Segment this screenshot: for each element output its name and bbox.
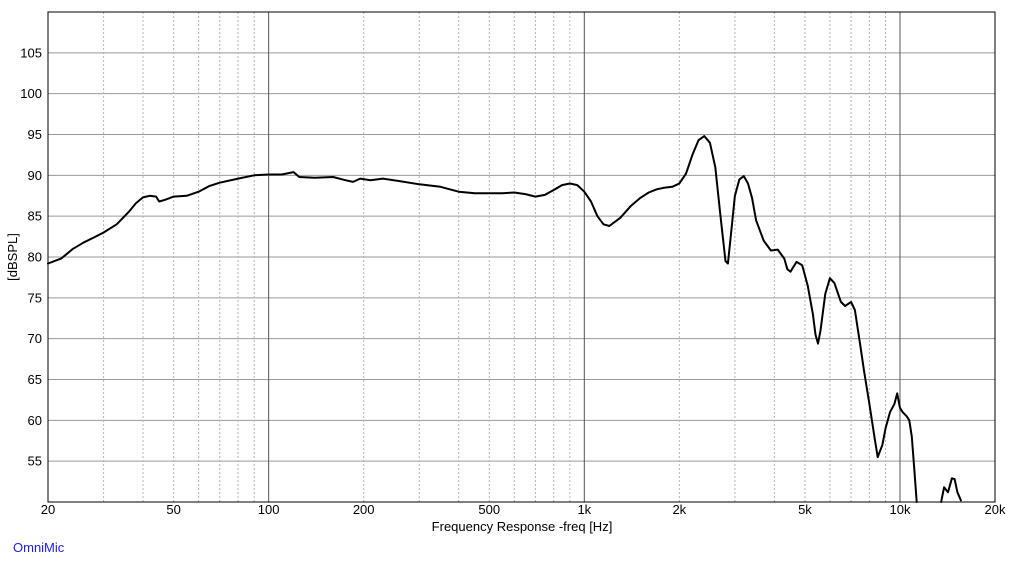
y-tick-label: 105: [20, 45, 42, 60]
y-tick-label: 85: [28, 209, 42, 224]
chart-grid: [47, 12, 996, 502]
x-tick-label: 10k: [889, 502, 910, 517]
y-axis-label: [dBSPL]: [5, 233, 20, 281]
y-tick-label: 65: [28, 372, 42, 387]
x-tick-label: 1k: [577, 502, 591, 517]
omnimic-brand-label: OmniMic: [13, 540, 65, 555]
x-tick-label: 50: [166, 502, 180, 517]
series-line: [47, 135, 918, 503]
x-tick-label: 2k: [672, 502, 686, 517]
y-tick-label: 60: [28, 413, 42, 428]
y-tick-label: 80: [28, 250, 42, 265]
plot-frame: [47, 11, 996, 503]
x-tick-label: 20k: [985, 502, 1006, 517]
x-tick-label: 5k: [798, 502, 812, 517]
response-curve: [47, 135, 962, 503]
y-tick-label: 100: [20, 86, 42, 101]
y-tick-label: 70: [28, 331, 42, 346]
x-tick-label: 100: [258, 502, 280, 517]
y-axis-ticks: 55 60 65 70 75 80 85 90 95 100 105: [20, 45, 42, 468]
y-tick-label: 90: [28, 168, 42, 183]
y-tick-label: 95: [28, 127, 42, 142]
y-tick-label: 75: [28, 290, 42, 305]
x-tick-label: 20: [41, 502, 55, 517]
series-line: [940, 477, 962, 503]
y-tick-label: 55: [28, 454, 42, 469]
x-axis-label: Frequency Response -freq [Hz]: [432, 519, 613, 534]
x-tick-label: 500: [478, 502, 500, 517]
x-axis-ticks: 20 50 100 200 500 1k 2k 5k 10k 20k: [41, 502, 1006, 517]
x-tick-label: 200: [353, 502, 375, 517]
